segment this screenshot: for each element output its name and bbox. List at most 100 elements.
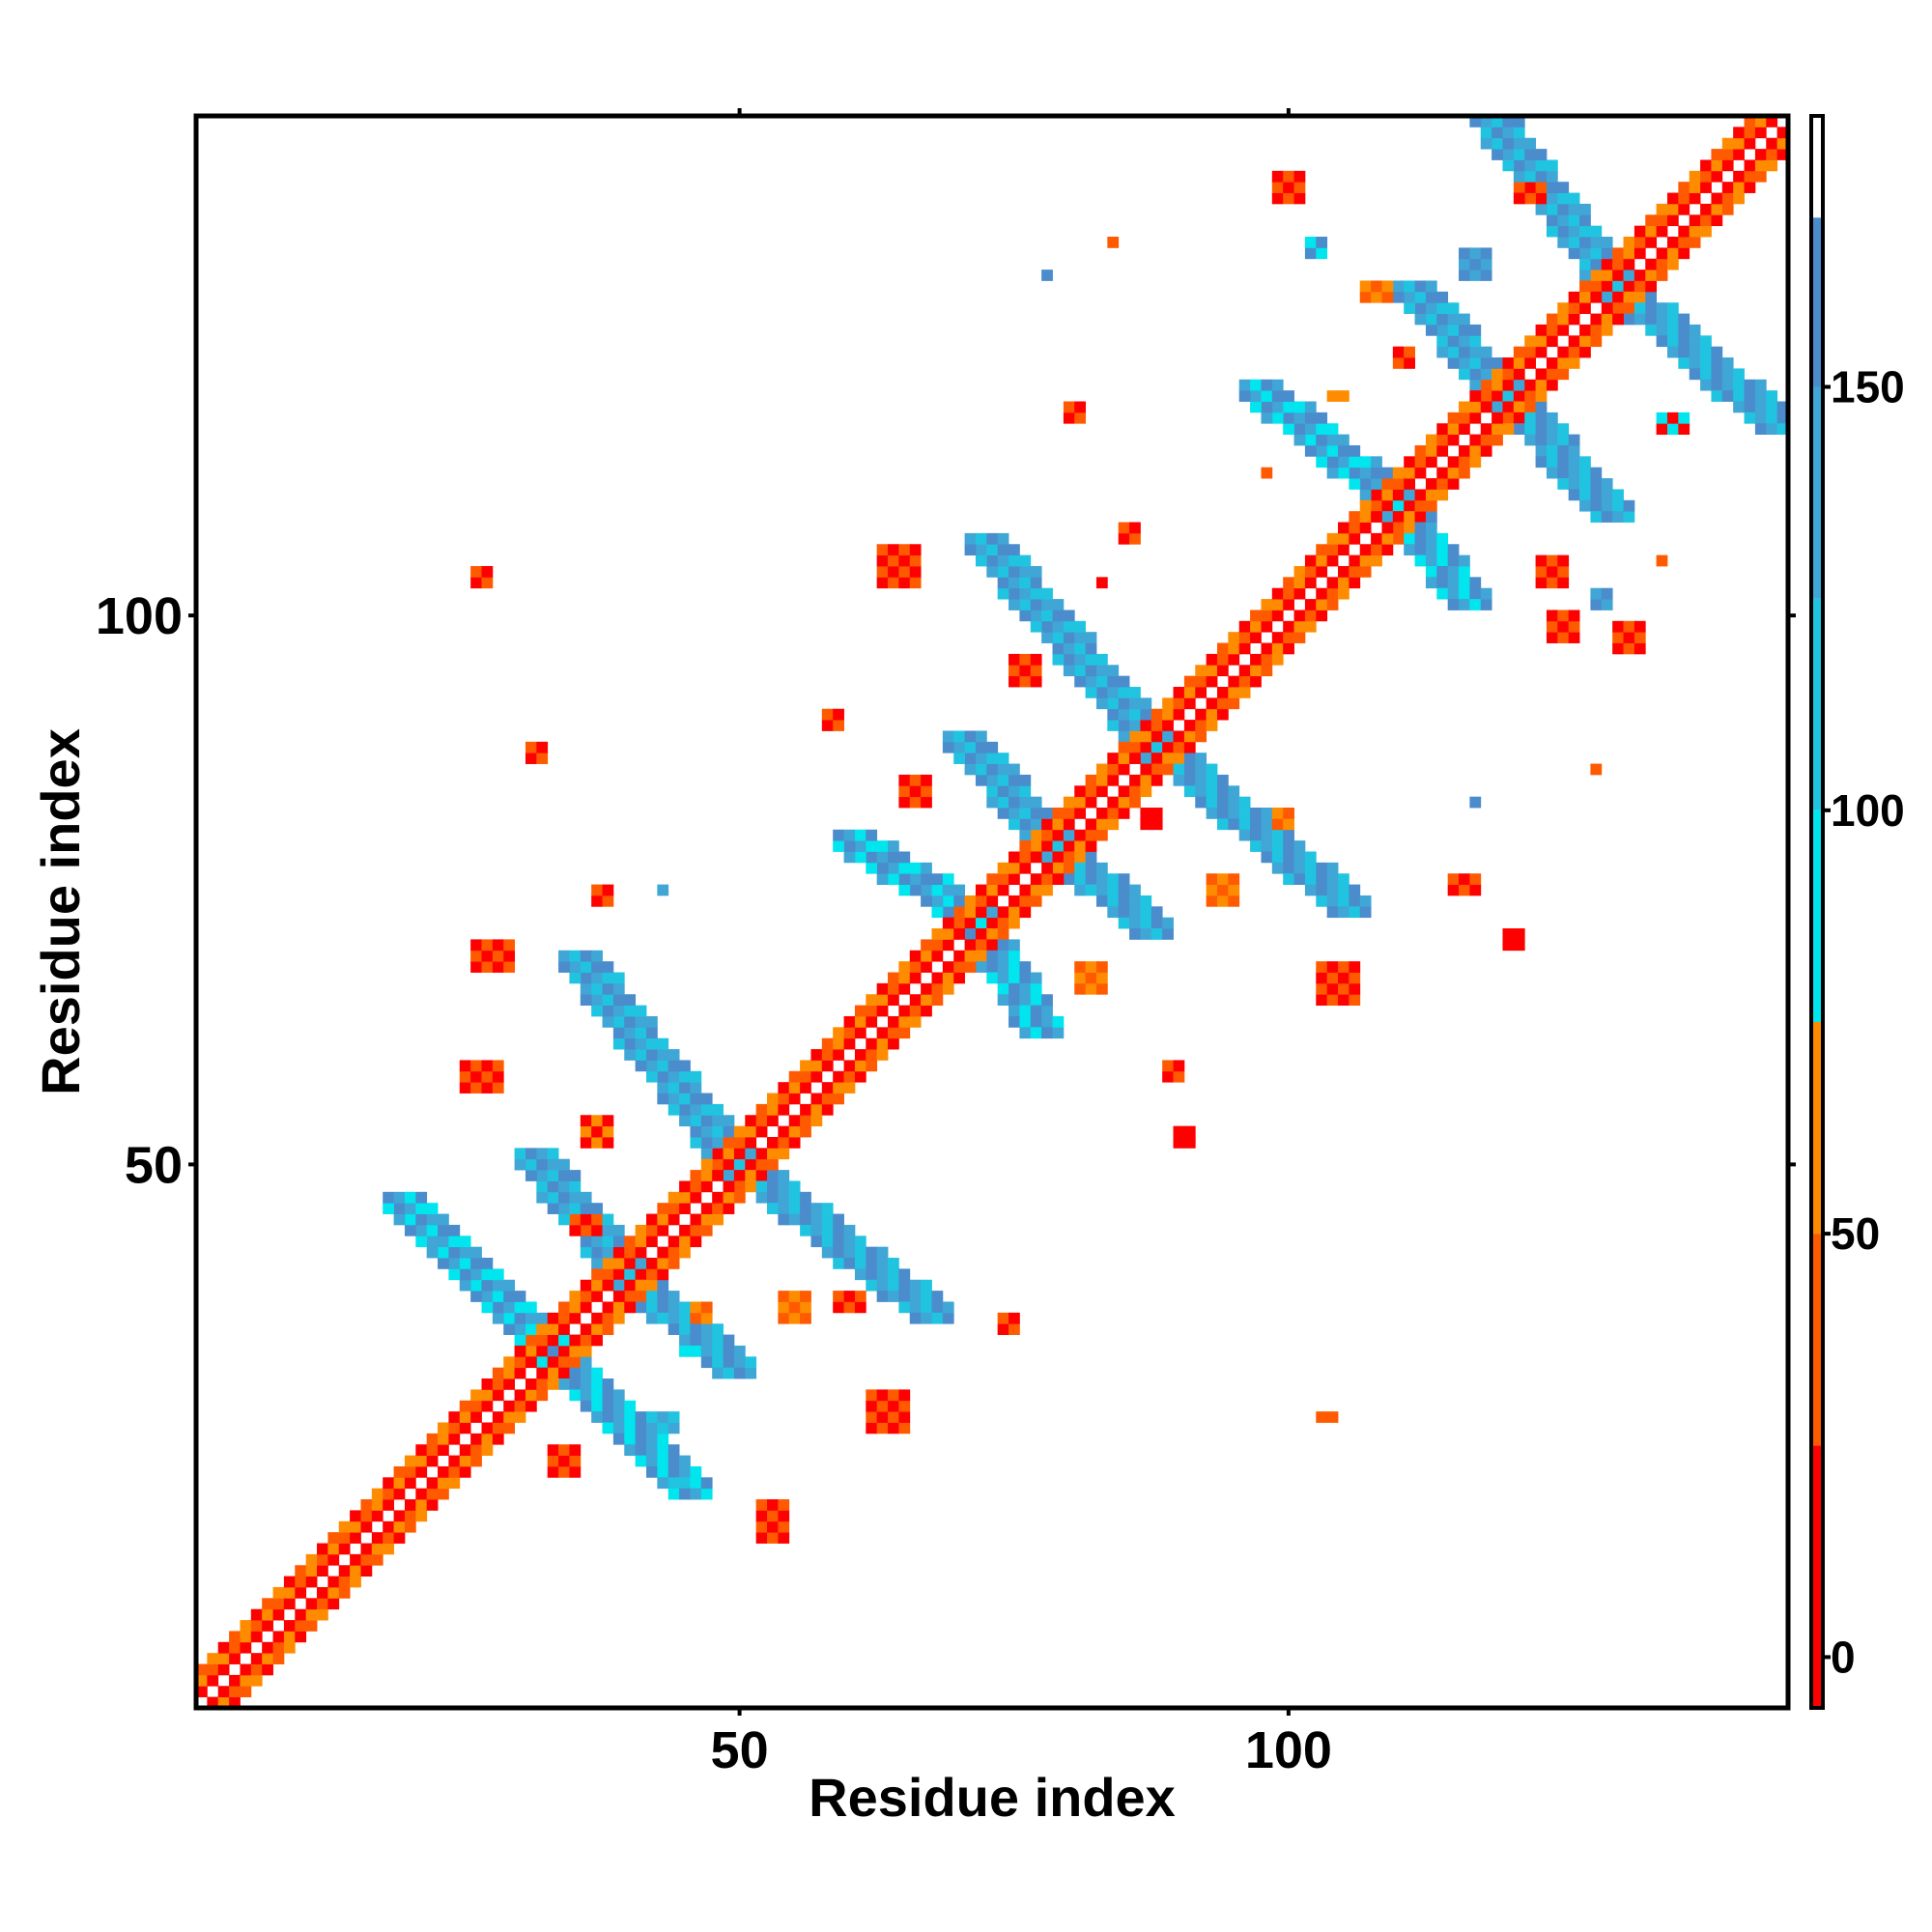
heatmap-cell — [1513, 192, 1525, 205]
heatmap-cell — [492, 950, 504, 962]
heatmap-cell — [1590, 247, 1603, 260]
heatmap-cell — [876, 577, 889, 589]
heatmap-cell — [821, 1060, 834, 1072]
heatmap-cell — [1293, 434, 1306, 446]
heatmap-cell — [1228, 675, 1240, 688]
heatmap-cell — [953, 917, 965, 929]
heatmap-cell — [997, 950, 1009, 962]
heatmap-cell — [350, 1576, 361, 1588]
heatmap-cell — [1568, 237, 1580, 248]
heatmap-cell — [470, 1246, 482, 1259]
heatmap-cell — [997, 808, 1009, 819]
heatmap-cell — [591, 1291, 603, 1302]
heatmap-cell — [657, 884, 669, 896]
heatmap-cell — [1162, 741, 1174, 753]
heatmap-cell — [1074, 653, 1087, 666]
heatmap-cell — [1271, 653, 1284, 666]
heatmap-cell — [1711, 368, 1723, 381]
heatmap-cell — [612, 1389, 625, 1402]
heatmap-cell — [558, 1213, 570, 1226]
heatmap-cell — [591, 1125, 603, 1138]
heatmap-cell — [888, 1268, 899, 1281]
heatmap-cell — [876, 1027, 889, 1039]
heatmap-cell — [217, 1653, 230, 1664]
heatmap-cell — [1601, 478, 1613, 490]
heatmap-cell — [1766, 116, 1778, 128]
heatmap-cell — [415, 1510, 428, 1522]
heatmap-cell — [1700, 379, 1712, 391]
heatmap-cell — [975, 917, 987, 929]
heatmap-cell — [624, 1236, 637, 1248]
heatmap-cell — [1436, 335, 1449, 348]
heatmap-cell — [679, 1334, 691, 1347]
heatmap-cell — [1492, 412, 1503, 424]
heatmap-cell — [964, 763, 977, 776]
heatmap-cell — [1063, 620, 1075, 633]
heatmap-cell — [481, 939, 494, 952]
heatmap-cell — [679, 1477, 691, 1490]
heatmap-cell — [1414, 554, 1427, 567]
heatmap-cell — [612, 1005, 625, 1017]
heatmap-cell — [1557, 368, 1570, 381]
heatmap-cell — [503, 1323, 515, 1335]
heatmap-cell — [810, 1213, 823, 1226]
heatmap-cell — [393, 1191, 406, 1204]
heatmap-cell — [612, 1433, 625, 1445]
heatmap-cell — [1009, 665, 1020, 677]
heatmap-cell — [1425, 280, 1437, 293]
heatmap-cell — [591, 1136, 603, 1149]
heatmap-cell — [1052, 610, 1065, 622]
heatmap-cell — [1338, 972, 1350, 984]
heatmap-cell — [1183, 687, 1196, 698]
heatmap-cell — [1656, 258, 1668, 270]
heatmap-cell — [1469, 796, 1482, 809]
heatmap-cell — [1316, 599, 1328, 611]
heatmap-cell — [470, 1060, 482, 1072]
heatmap-cell — [1447, 335, 1460, 348]
heatmap-cell — [1052, 862, 1065, 874]
heatmap-cell — [1293, 412, 1306, 424]
heatmap-cell — [810, 1070, 823, 1083]
heatmap-cell — [921, 961, 932, 973]
heatmap-cell — [921, 1301, 932, 1314]
heatmap-cell — [942, 873, 954, 885]
heatmap-cell — [866, 1049, 878, 1061]
heatmap-cell — [1666, 302, 1679, 314]
heatmap-cell — [1766, 390, 1778, 402]
heatmap-cell — [1162, 928, 1174, 940]
heatmap-cell — [217, 1686, 230, 1698]
heatmap-cell — [1206, 796, 1218, 809]
heatmap-cell — [503, 1411, 515, 1423]
heatmap-cell — [1754, 401, 1767, 413]
heatmap-cell — [755, 1115, 768, 1127]
heatmap-cell — [921, 950, 932, 962]
heatmap-cell — [767, 1170, 779, 1181]
heatmap-cell — [712, 1323, 724, 1335]
x-tick-label: 100 — [1245, 1721, 1332, 1779]
heatmap-cell — [1107, 895, 1120, 907]
heatmap-cell — [229, 1653, 241, 1664]
heatmap-cell — [1480, 423, 1492, 435]
heatmap-cell — [1118, 675, 1130, 688]
heatmap-cell — [295, 1620, 307, 1632]
heatmap-cell — [1338, 961, 1350, 973]
heatmap-cell — [1447, 412, 1460, 424]
heatmap-cell — [888, 565, 899, 578]
heatmap-cell — [580, 1367, 592, 1379]
heatmap-cell — [810, 1093, 823, 1105]
heatmap-cell — [371, 1488, 384, 1500]
heatmap-cell — [481, 1082, 494, 1094]
heatmap-cell — [942, 1301, 954, 1314]
heatmap-cell — [1293, 851, 1306, 864]
heatmap-cell — [481, 1301, 494, 1314]
heatmap-cell — [602, 895, 614, 907]
heatmap-cell — [668, 1203, 680, 1214]
heatmap-cell — [1656, 324, 1668, 336]
heatmap-cell — [1041, 884, 1053, 896]
heatmap-cell — [635, 1027, 647, 1039]
heatmap-cell — [1623, 237, 1635, 248]
heatmap-cell — [1009, 939, 1020, 952]
heatmap-cell — [1074, 808, 1087, 819]
heatmap-cell — [1557, 237, 1570, 248]
heatmap-cell — [1250, 620, 1262, 633]
